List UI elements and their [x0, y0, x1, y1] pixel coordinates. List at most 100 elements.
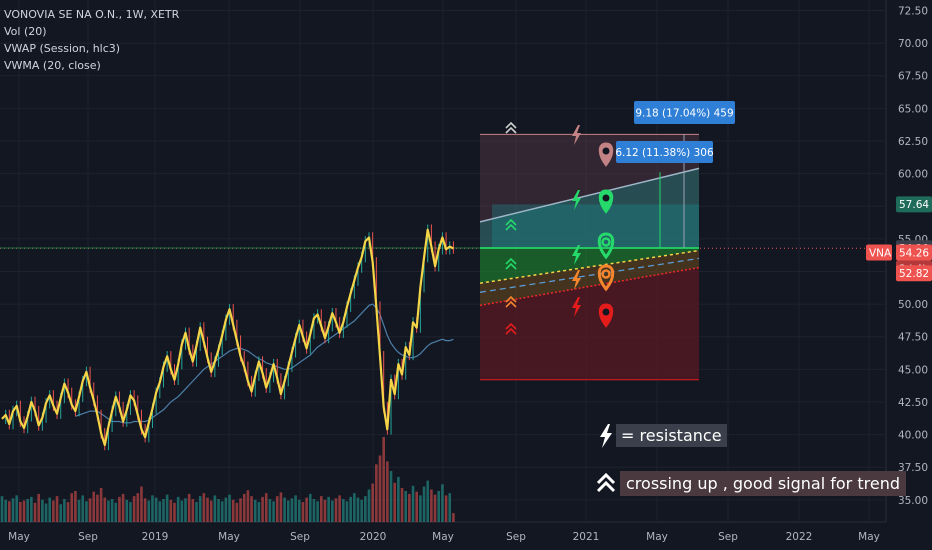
- volume-bar-61: [224, 497, 228, 522]
- volume-bar-23: [85, 501, 88, 522]
- volume-bar-121: [444, 495, 448, 522]
- volume-bar-19: [70, 493, 74, 522]
- volume-bar-31: [114, 502, 118, 522]
- volume-bar-17: [63, 499, 66, 522]
- bolt-icon-red: [572, 297, 581, 317]
- volume-bar-44: [162, 499, 165, 522]
- legend-vwma[interactable]: VWMA (20, close): [4, 59, 101, 72]
- volume-bar-106: [389, 471, 393, 522]
- volume-bar-2: [8, 501, 11, 522]
- measure-label-1-bg: [634, 101, 735, 124]
- volume-bar-15: [55, 496, 59, 522]
- volume-bar-37: [136, 493, 140, 522]
- price-label-lower[interactable]: 52.82: [896, 265, 932, 282]
- blue-dashed-line: [479, 257, 700, 293]
- pin-marker-green-2: [597, 232, 615, 260]
- volume-bar-111: [408, 493, 411, 522]
- volume-bar-46: [169, 499, 173, 522]
- volume-bar-104: [382, 437, 385, 522]
- volume-bar-110: [404, 490, 407, 522]
- y-tick-label-6: 50.00: [898, 299, 928, 311]
- measure-label-2[interactable]: 6.12 (11.38%) 306: [615, 141, 714, 163]
- volume-bar-96: [353, 493, 356, 522]
- y-axis-layer: 35.0037.5040.0042.5045.0047.5050.0052.50…: [898, 5, 928, 506]
- volume-bar-38: [140, 486, 143, 522]
- volume-bar-107: [393, 482, 396, 522]
- x-tick-label-3: May: [218, 531, 240, 543]
- volume-bar-109: [400, 488, 404, 522]
- volume-bar-6: [22, 500, 26, 522]
- volume-bar-120: [441, 484, 444, 522]
- volume-bar-40: [147, 500, 151, 522]
- volume-bar-55: [202, 493, 206, 522]
- measure-label-1-text: 9.18 (17.04%) 459: [635, 107, 733, 119]
- volume-bar-11: [41, 499, 44, 522]
- price-label-top-bg: [896, 196, 932, 213]
- x-tick-label-9: May: [646, 531, 668, 543]
- zone-layer: [0, 133, 886, 381]
- volume-bar-76: [279, 492, 283, 522]
- volume-bar-45: [165, 494, 169, 522]
- volume-bar-65: [239, 498, 242, 522]
- volume-bar-26: [96, 494, 99, 522]
- red-trend-line: [479, 266, 700, 307]
- volume-bar-117: [430, 489, 433, 522]
- volume-bar-122: [448, 493, 452, 522]
- x-tick-label-12: May: [858, 531, 880, 543]
- volume-bar-74: [272, 501, 275, 522]
- volume-bar-43: [158, 501, 162, 522]
- legend-volume[interactable]: Vol (20): [4, 25, 47, 38]
- y-tick-label-14: 70.00: [898, 38, 928, 50]
- volume-bar-62: [228, 494, 231, 522]
- neutral-zone-amber: [480, 250, 699, 306]
- volume-bar-13: [48, 497, 52, 522]
- price-label-top[interactable]: 57.64: [896, 196, 932, 213]
- measure-box-teal: [492, 204, 699, 248]
- price-label-last[interactable]: 54.26: [896, 244, 932, 261]
- y-tick-label-11: 62.50: [898, 136, 928, 148]
- x-tick-label-5: 2020: [360, 531, 387, 543]
- measure-label-1[interactable]: 9.18 (17.04%) 459: [634, 101, 735, 124]
- volume-bar-22: [81, 495, 85, 522]
- symbol-tag-vna[interactable]: VNA: [866, 244, 892, 261]
- legend-vwap[interactable]: VWAP (Session, hlc3): [4, 42, 121, 55]
- volume-bar-79: [290, 498, 294, 522]
- volume-bar-34: [125, 499, 129, 522]
- legend-title[interactable]: VONOVIA SE NA O.N., 1W, XETR: [4, 8, 180, 21]
- volume-bar-18: [66, 502, 70, 522]
- volume-bar-97: [356, 497, 360, 522]
- volume-bar-80: [294, 495, 297, 522]
- label-layer[interactable]: 9.18 (17.04%) 459 6.12 (11.38%) 306 57.64 5…: [615, 101, 932, 282]
- resistance-note-text: = resistance: [621, 426, 722, 445]
- volume-bar-30: [110, 499, 114, 522]
- x-axis-layer: May Sep 2019 May Sep 2020 May Sep 2021 May Sep 2022…: [8, 531, 880, 543]
- volume-bar-84: [308, 493, 312, 522]
- x-tick-label-1: Sep: [78, 531, 98, 543]
- bolt-icon-pink: [572, 125, 581, 145]
- volume-bar-60: [220, 501, 224, 522]
- y-tick-label-15: 72.50: [898, 5, 928, 17]
- volume-bar-73: [268, 499, 272, 522]
- volume-bar-98: [360, 499, 363, 522]
- volume-bar-56: [206, 497, 209, 522]
- volume-bar-29: [107, 500, 110, 522]
- volume-bar-77: [283, 497, 286, 522]
- symbol-tag-vna-bg: [866, 244, 892, 261]
- pin-marker-green-2-shape: [597, 232, 615, 260]
- volume-bar-59: [217, 499, 220, 522]
- x-tick-label-0: May: [8, 531, 30, 543]
- volume-bar-41: [151, 495, 154, 522]
- volume-bar-102: [375, 464, 378, 522]
- y-tick-label-2: 40.00: [898, 430, 928, 442]
- volume-bar-51: [187, 493, 191, 522]
- volume-bar-69: [253, 499, 257, 522]
- volume-bar-47: [173, 502, 176, 522]
- volume-bar-33: [121, 493, 125, 522]
- volume-bar-83: [305, 497, 308, 522]
- volume-bar-93: [342, 499, 345, 522]
- pin-marker-red-dot: [602, 308, 610, 316]
- volume-bar-10: [37, 493, 40, 522]
- channel-top-line: [479, 167, 700, 223]
- volume-bar-54: [198, 496, 202, 522]
- volume-bar-35: [129, 502, 132, 522]
